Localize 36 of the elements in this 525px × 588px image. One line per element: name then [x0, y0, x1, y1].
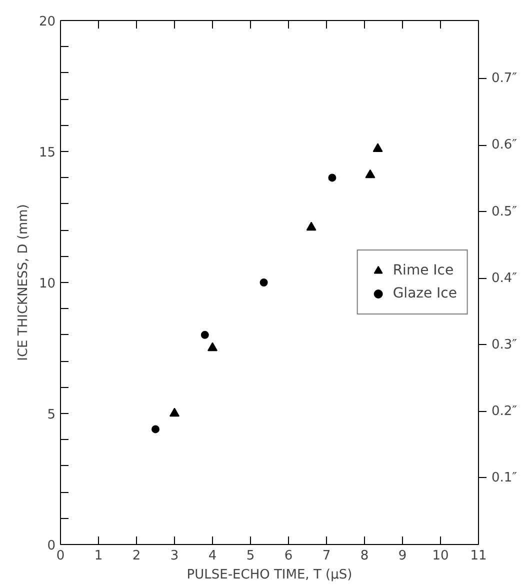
x-tick-label: 11 [470, 548, 487, 564]
y2-tick-label: 0.4″ [492, 270, 518, 286]
legend-label: Glaze Ice [392, 286, 457, 302]
x-tick-label: 5 [246, 548, 255, 564]
y2-tick-label: 0.5″ [492, 204, 518, 220]
x-tick-label: 4 [208, 548, 217, 564]
x-tick-label: 2 [132, 548, 141, 564]
y2-tick-label: 0.2″ [492, 404, 518, 419]
x-tick-label: 3 [170, 548, 179, 564]
point [208, 342, 218, 352]
y-tick-label: 15 [38, 146, 56, 160]
x-axis-title: PULSE-ECHO TIME, T (µS) [186, 568, 352, 582]
y-tick-label: 5 [47, 408, 56, 422]
x-tick-label: 10 [432, 548, 449, 564]
point [365, 169, 376, 178]
y2-tick-label: 0.3″ [492, 337, 518, 352]
point [372, 143, 383, 152]
x-tick-label: 8 [360, 548, 369, 564]
x-tick-label: 7 [322, 548, 331, 564]
y-tick-label: 0 [47, 538, 56, 554]
x-tick-label: 1 [94, 548, 103, 564]
point [170, 408, 180, 417]
y-tick-label: 20 [38, 14, 56, 30]
point [152, 425, 160, 434]
point [200, 330, 209, 339]
point [260, 278, 268, 286]
x-tick-label: 6 [284, 548, 293, 564]
y2-tick-label: 0.6″ [492, 138, 518, 153]
point [306, 222, 316, 231]
legend-label: Rime Ice [392, 262, 454, 278]
x-tick-label: 9 [398, 548, 407, 564]
y2-tick-label: 0.7″ [492, 71, 518, 86]
y2-tick-label: 0.1″ [492, 470, 518, 486]
y-axis-title: ICE THICKNESS, D (mm) [16, 204, 31, 361]
point [328, 174, 336, 182]
y-tick-label: 10 [38, 276, 56, 292]
